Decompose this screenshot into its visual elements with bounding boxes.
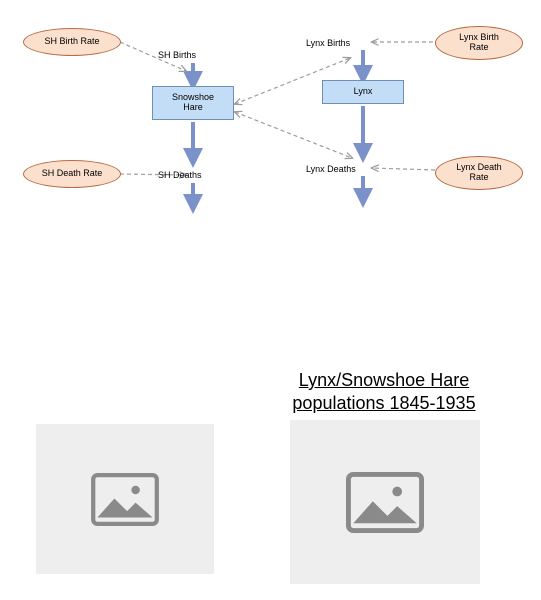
node-sh_death_rate: SH Death Rate xyxy=(23,160,121,188)
node-sh_birth_rate: SH Birth Rate xyxy=(23,28,121,56)
node-label: SH Death Rate xyxy=(42,169,103,179)
flow-label-lynx_births: Lynx Births xyxy=(306,38,350,48)
diagram-canvas: { "diagram": { "type": "flowchart", "bac… xyxy=(0,0,541,600)
node-label: Lynx DeathRate xyxy=(456,163,501,183)
node-snowshoe_hare: SnowshoeHare xyxy=(152,86,234,120)
node-label: Lynx BirthRate xyxy=(459,33,499,53)
dashed-link-d4 xyxy=(372,168,435,170)
chart-title: Lynx/Snowshoe Hare populations 1845-1935 xyxy=(274,369,494,414)
flow-label-sh_deaths: SH Deaths xyxy=(158,170,202,180)
image-icon xyxy=(346,472,424,533)
flow-label-lynx_deaths: Lynx Deaths xyxy=(306,164,356,174)
node-lynx_birth_rate: Lynx BirthRate xyxy=(435,26,523,60)
node-label: Lynx xyxy=(354,87,373,97)
node-lynx: Lynx xyxy=(322,80,404,104)
image-icon xyxy=(91,473,159,526)
image-placeholder-ph2 xyxy=(290,420,480,584)
node-label: SH Birth Rate xyxy=(44,37,99,47)
node-label: SnowshoeHare xyxy=(172,93,214,113)
flow-label-sh_births: SH Births xyxy=(158,50,196,60)
node-lynx_death_rate: Lynx DeathRate xyxy=(435,156,523,190)
dashed-link-d6 xyxy=(235,112,352,158)
image-placeholder-ph1 xyxy=(36,424,214,574)
